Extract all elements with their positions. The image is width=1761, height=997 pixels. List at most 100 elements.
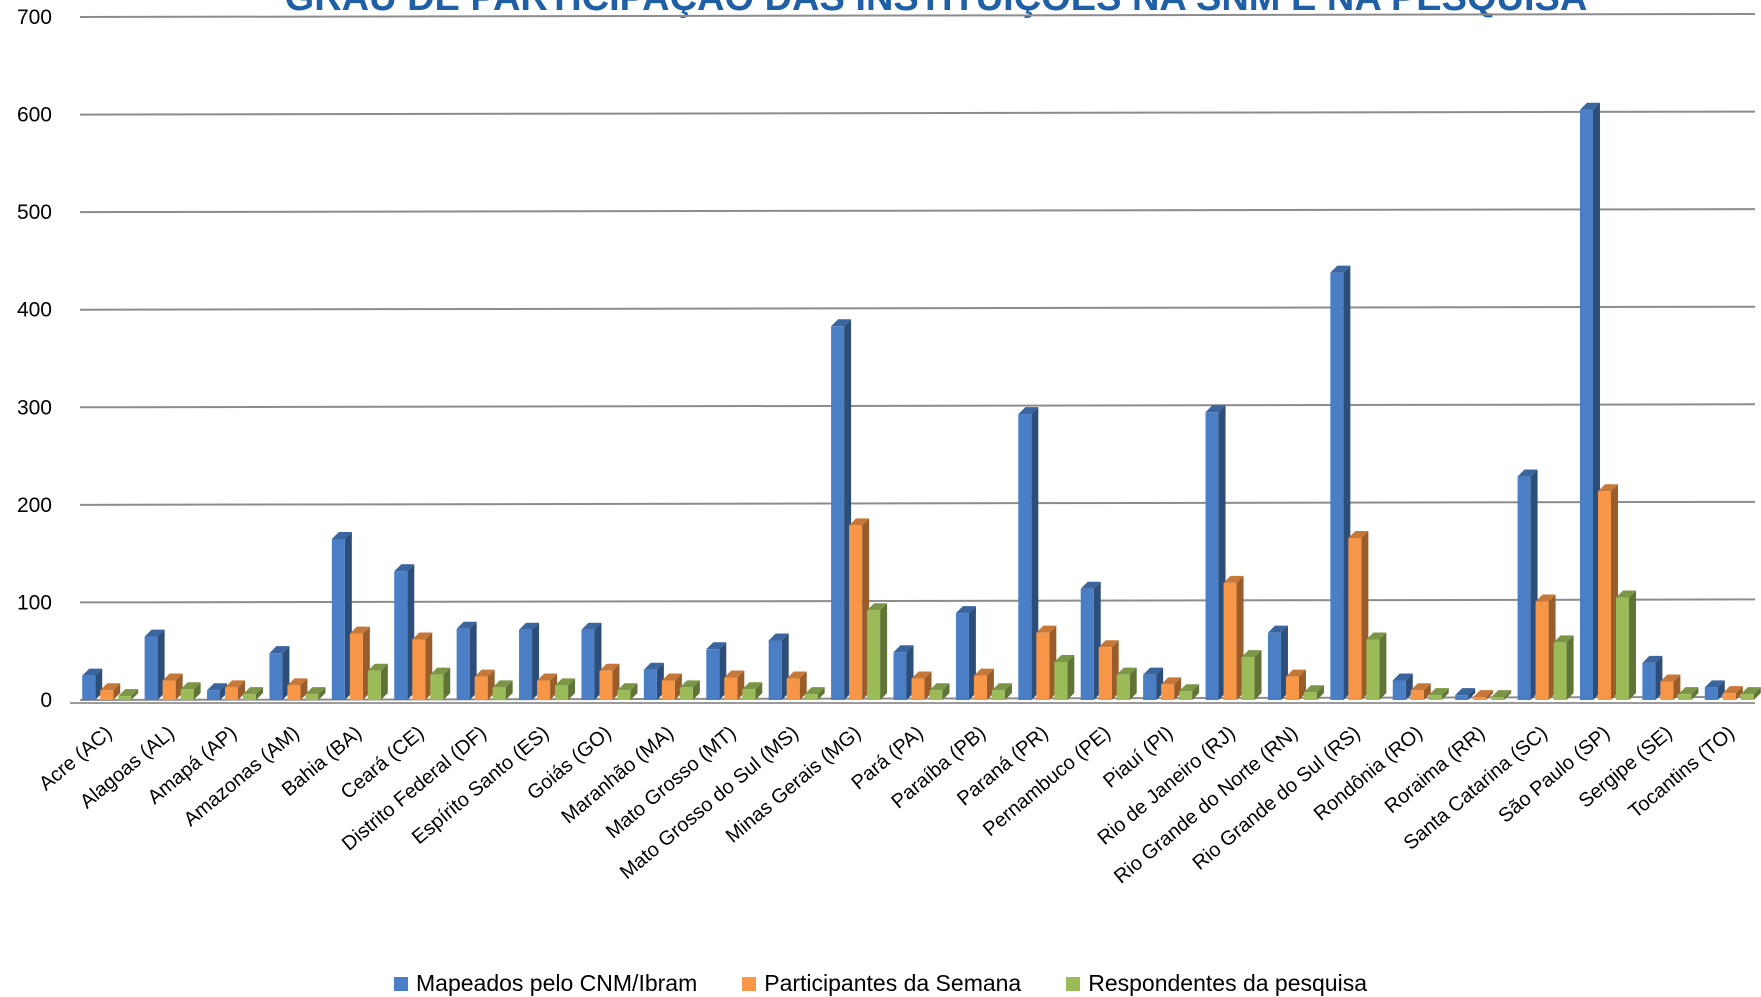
bar: [1553, 635, 1574, 700]
bar: [207, 683, 228, 700]
gridline: [79, 13, 1756, 18]
bar: [768, 633, 789, 700]
legend-item: Participantes da Semana: [742, 970, 1021, 997]
bar: [1491, 690, 1512, 700]
gridline: [79, 500, 1756, 506]
bar: [1366, 632, 1387, 700]
bar: [1473, 690, 1494, 700]
bar: [581, 622, 602, 700]
bar: [617, 683, 638, 700]
bar: [1704, 680, 1725, 700]
bar: [1036, 625, 1057, 700]
bar: [394, 564, 415, 700]
bar: [180, 682, 201, 700]
bar: [911, 671, 932, 700]
bar: [1054, 654, 1075, 700]
bar: [706, 642, 727, 700]
legend-item: Respondentes da pesquisa: [1066, 970, 1367, 997]
bar: [1098, 640, 1119, 700]
bar: [225, 680, 246, 700]
bar: [162, 673, 183, 700]
bar: [661, 673, 682, 700]
bar: [456, 621, 477, 700]
bar: [929, 683, 950, 700]
bar: [287, 678, 308, 700]
bar: [349, 626, 370, 700]
bar: [973, 668, 994, 700]
bar: [555, 678, 576, 700]
bar: [955, 606, 976, 700]
y-axis: 0 100 200 300 400 500 600 700: [17, 6, 52, 712]
bar: [474, 669, 495, 700]
bar: [1615, 590, 1636, 700]
bar: [1161, 677, 1182, 700]
y-tick-label: 600: [17, 104, 52, 127]
bar: [1660, 674, 1681, 700]
bar: [1740, 687, 1761, 700]
bar: [118, 689, 139, 700]
bar: [1348, 531, 1369, 700]
bar: [367, 663, 388, 700]
x-tick-label: Amazonas (AM): [180, 722, 304, 831]
bar: [1597, 484, 1618, 700]
legend-label: Participantes da Semana: [764, 970, 1022, 996]
bar: [1241, 650, 1262, 700]
bar: [724, 670, 745, 700]
bar: [1678, 687, 1699, 700]
bar: [537, 673, 558, 700]
bar: [893, 645, 914, 700]
bar: [831, 319, 852, 700]
gridlines: [70, 13, 1756, 704]
y-tick-label: 400: [17, 299, 52, 322]
legend: Mapeados pelo CNM/Ibram Participantes da …: [0, 970, 1761, 997]
bar: [1116, 667, 1137, 700]
bar: [599, 663, 620, 700]
bar: [1428, 688, 1449, 700]
bar: [1722, 686, 1743, 700]
bar: [1535, 594, 1556, 700]
bar: [786, 671, 807, 700]
bar: [1303, 685, 1324, 700]
bar: [243, 687, 264, 700]
bar: [269, 646, 290, 700]
bar: [1267, 625, 1288, 700]
gridline: [79, 110, 1756, 116]
legend-swatch: [1066, 976, 1081, 991]
bars: [82, 102, 1761, 700]
bar: [1330, 265, 1351, 700]
bar: [991, 683, 1012, 700]
y-tick-label: 200: [17, 494, 52, 517]
bar: [849, 518, 870, 700]
y-tick-label: 100: [17, 591, 52, 614]
legend-swatch: [742, 976, 757, 991]
gridline: [79, 305, 1756, 311]
x-axis: Acre (AC)Alagoas (AL)Amapá (AP)Amazonas …: [35, 722, 1739, 888]
x-tick-label: Tocantins (TO): [1625, 722, 1739, 823]
bar: [679, 680, 700, 700]
bar: [1517, 469, 1538, 700]
bar: [1223, 575, 1244, 700]
bar: [430, 667, 451, 700]
y-tick-label: 300: [17, 396, 52, 419]
y-tick-label: 700: [17, 6, 52, 29]
bar: [1080, 581, 1101, 700]
legend-label: Respondentes da pesquisa: [1088, 970, 1367, 996]
bar: [742, 682, 763, 700]
bar: [1455, 688, 1476, 700]
bar: [100, 683, 121, 700]
bar: [519, 622, 540, 700]
gridline: [79, 598, 1756, 604]
bar: [1018, 407, 1039, 700]
gridline: [79, 403, 1756, 409]
bar: [492, 680, 513, 700]
legend-item: Mapeados pelo CNM/Ibram: [394, 970, 697, 997]
bar: [1205, 405, 1226, 700]
bar: [643, 662, 664, 700]
bar: [331, 532, 352, 700]
bar: [1392, 673, 1413, 700]
x-tick-label: Rondônia (RO): [1310, 722, 1427, 825]
bar: [867, 603, 888, 700]
gridline: [79, 208, 1756, 214]
bar: [1642, 655, 1663, 700]
